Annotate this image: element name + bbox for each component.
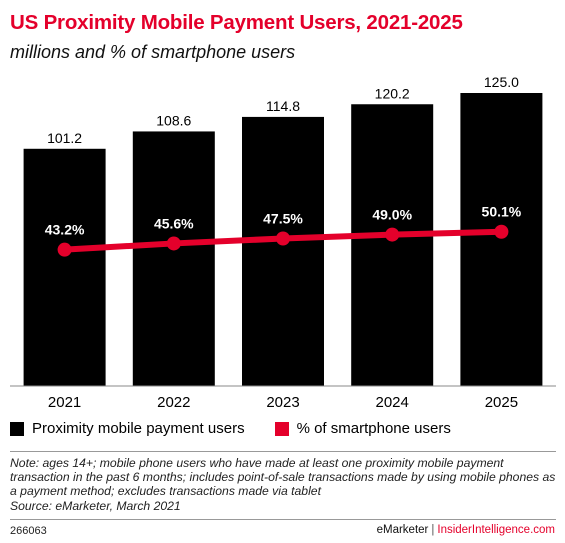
x-tick-2023: 2023 xyxy=(266,394,299,411)
chart-id: 266063 xyxy=(10,525,47,537)
legend-item-line: % of smartphone users xyxy=(274,420,451,437)
legend-label-bars: Proximity mobile payment users xyxy=(32,420,245,437)
legend-label-line: % of smartphone users xyxy=(296,420,451,437)
brand-separator: | xyxy=(431,524,435,536)
x-tick-2022: 2022 xyxy=(157,394,190,411)
bar-label-2023: 114.8 xyxy=(266,98,300,114)
brand-name: eMarketer xyxy=(376,524,429,536)
bar-2024 xyxy=(351,104,434,387)
x-tick-2024: 2024 xyxy=(376,394,409,411)
line-point-2023 xyxy=(276,231,290,246)
bar-2021 xyxy=(23,148,106,386)
note-text: Note: ages 14+; mobile phone users who h… xyxy=(10,456,556,499)
x-tick-2021: 2021 xyxy=(48,394,81,411)
legend-item-bars: Proximity mobile payment users xyxy=(10,420,245,437)
line-label-2024: 49.0% xyxy=(372,207,412,223)
bar-2022 xyxy=(132,131,215,386)
bar-2025 xyxy=(460,93,543,386)
line-label-2025: 50.1% xyxy=(482,204,522,220)
brand-site-link[interactable]: InsiderIntelligence.com xyxy=(437,524,555,536)
bar-label-2022: 108.6 xyxy=(156,112,191,128)
line-point-2021 xyxy=(57,242,72,257)
note-source: Source: eMarketer, March 2021 xyxy=(10,498,181,513)
legend-swatch-line xyxy=(274,421,289,436)
bar-label-2021: 101.2 xyxy=(47,130,82,146)
x-tick-2025: 2025 xyxy=(485,394,518,411)
line-point-2025 xyxy=(494,224,509,239)
bar-label-2024: 120.2 xyxy=(375,85,410,101)
legend: Proximity mobile payment users % of smar… xyxy=(10,420,481,437)
bar-label-2025: 125.0 xyxy=(484,74,519,90)
chart-subtitle: millions and % of smartphone users xyxy=(10,42,296,62)
footer-brand: eMarketer | InsiderIntelligence.com xyxy=(377,524,555,536)
chart-title: US Proximity Mobile Payment Users, 2021-… xyxy=(10,11,463,34)
footnote: Note: ages 14+; mobile phone users who h… xyxy=(10,456,558,513)
legend-swatch-bars xyxy=(10,421,24,436)
bar-2023 xyxy=(242,116,324,386)
note-divider xyxy=(10,451,556,452)
line-label-2023: 47.5% xyxy=(263,211,303,227)
chart-area: 2021 2022 2023 2024 2025 101.2 108.6 114.8 120.… xyxy=(10,74,556,411)
line-point-2024 xyxy=(385,227,400,242)
line-point-2022 xyxy=(166,236,181,251)
line-label-2021: 43.2% xyxy=(45,222,85,238)
footer-divider xyxy=(10,519,556,520)
line-label-2022: 45.6% xyxy=(154,215,194,231)
